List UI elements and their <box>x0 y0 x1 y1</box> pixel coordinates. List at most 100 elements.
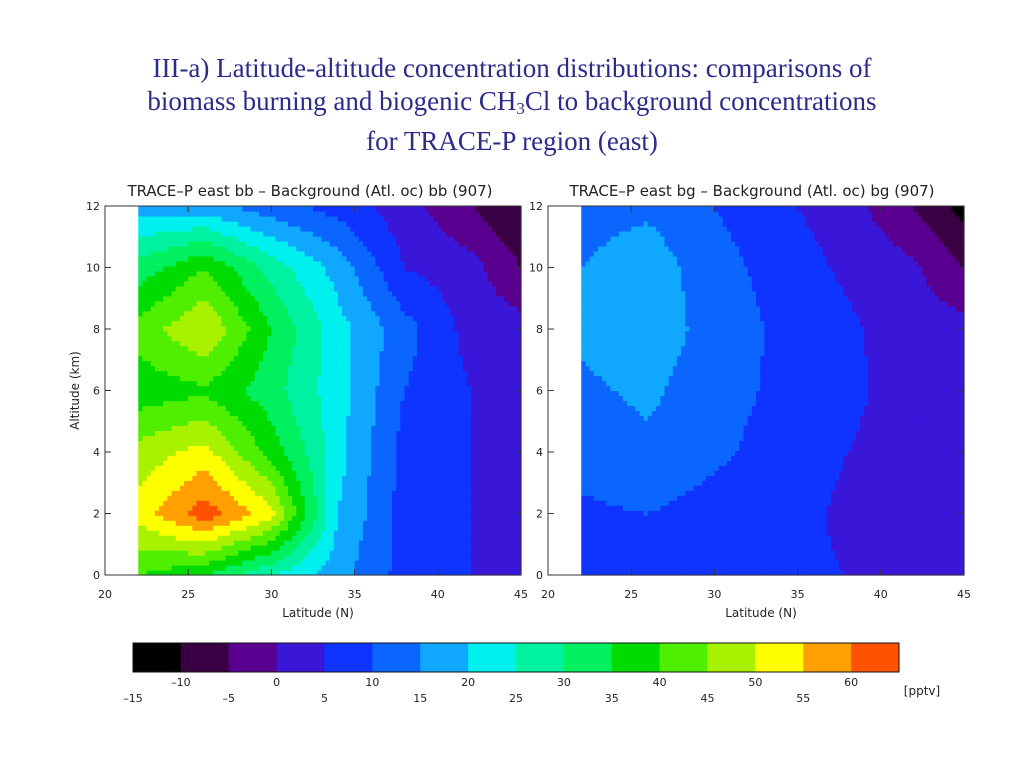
heatmap-cell <box>200 355 206 362</box>
heatmap-cell <box>458 475 464 481</box>
heatmap-cell <box>229 370 235 377</box>
heatmap-cell <box>504 315 510 322</box>
heatmap-cell <box>346 490 352 496</box>
heatmap-cell <box>300 570 306 576</box>
heatmap-cell <box>358 350 364 357</box>
heatmap-cell <box>263 455 268 461</box>
heatmap-cell <box>288 500 293 506</box>
heatmap-cell <box>325 475 331 481</box>
heatmap-cell <box>379 500 385 506</box>
heatmap-cell <box>425 540 431 546</box>
heatmap-cell <box>279 485 285 491</box>
heatmap-cell <box>246 350 252 357</box>
heatmap-cell <box>396 370 401 377</box>
heatmap-cell <box>496 305 501 312</box>
heatmap-cell <box>504 475 510 481</box>
heatmap-cell <box>317 435 322 441</box>
heatmap-cell <box>254 415 260 422</box>
heatmap-cell <box>400 480 406 486</box>
heatmap-cell <box>188 340 193 347</box>
heatmap-cell <box>446 465 451 471</box>
heatmap-cell <box>188 560 193 566</box>
heatmap-cell <box>146 380 152 387</box>
heatmap-cell <box>350 460 356 466</box>
heatmap-cell <box>362 410 368 417</box>
heatmap-cell <box>283 305 289 312</box>
heatmap-cell <box>225 335 231 342</box>
heatmap-cell <box>483 505 489 511</box>
heatmap-cell <box>446 330 451 337</box>
heatmap-cell <box>150 320 156 327</box>
heatmap-cell <box>475 390 480 397</box>
heatmap-cell <box>254 310 260 317</box>
heatmap-cell <box>471 535 476 541</box>
heatmap-cell <box>258 560 264 566</box>
heatmap-cell <box>375 370 381 377</box>
heatmap-cell <box>491 340 497 347</box>
heatmap-cell <box>475 315 480 322</box>
heatmap-cell <box>159 460 164 466</box>
heatmap-cell <box>213 535 218 541</box>
heatmap-cell <box>283 450 289 456</box>
heatmap-cell <box>358 460 364 466</box>
heatmap-cell <box>250 430 256 436</box>
heatmap-cell <box>217 490 223 496</box>
heatmap-cell <box>508 510 514 516</box>
heatmap-cell <box>267 485 272 491</box>
heatmap-cell <box>367 335 372 342</box>
heatmap-cell <box>354 525 360 531</box>
heatmap-cell <box>412 385 418 392</box>
heatmap-cell <box>392 475 397 481</box>
heatmap-cell <box>283 415 289 422</box>
heatmap-cell <box>446 315 451 322</box>
heatmap-cell <box>242 375 248 382</box>
heatmap-cell <box>383 470 389 476</box>
heatmap-cell <box>496 505 501 511</box>
heatmap-cell <box>396 390 401 397</box>
heatmap-cell <box>304 440 310 446</box>
heatmap-cell <box>317 450 322 456</box>
heatmap-cell <box>317 395 322 402</box>
heatmap-cell <box>175 475 181 481</box>
heatmap-cell <box>337 445 343 451</box>
heatmap-cell <box>171 515 177 521</box>
heatmap-cell <box>508 460 514 466</box>
heatmap-cell <box>346 520 352 526</box>
heatmap-cell <box>491 380 497 387</box>
heatmap-cell <box>466 425 472 431</box>
heatmap-cell <box>475 550 480 556</box>
heatmap-cell <box>508 355 514 362</box>
heatmap-cell <box>362 535 368 541</box>
heatmap-cell <box>421 385 426 392</box>
heatmap-cell <box>325 355 331 362</box>
heatmap-cell <box>412 315 418 322</box>
heatmap-cell <box>238 500 243 506</box>
heatmap-cell <box>171 430 177 436</box>
heatmap-cell <box>479 380 485 387</box>
heatmap-cell <box>346 410 352 417</box>
heatmap-cell <box>188 365 193 372</box>
heatmap-cell <box>329 315 335 322</box>
heatmap-cell <box>188 405 193 412</box>
heatmap-cell <box>491 335 497 342</box>
heatmap-cell <box>179 335 185 342</box>
heatmap-cell <box>408 400 414 407</box>
heatmap-cell <box>358 395 364 402</box>
heatmap-cell <box>184 420 189 427</box>
heatmap-cell <box>246 445 252 451</box>
heatmap-cell <box>375 470 381 476</box>
heatmap-cell <box>154 470 160 476</box>
heatmap-cell <box>342 405 347 412</box>
heatmap-cell <box>296 520 302 526</box>
heatmap-cell <box>192 365 198 372</box>
heatmap-cell <box>283 515 289 521</box>
heatmap-cell <box>354 370 360 377</box>
heatmap-cell <box>238 455 243 461</box>
heatmap-cell <box>167 490 173 496</box>
heatmap-cell <box>263 535 268 541</box>
heatmap-cell <box>446 555 451 561</box>
heatmap-cell <box>454 530 460 536</box>
heatmap-cell <box>279 550 285 556</box>
heatmap-cell <box>250 540 256 546</box>
heatmap-cell <box>263 305 268 312</box>
